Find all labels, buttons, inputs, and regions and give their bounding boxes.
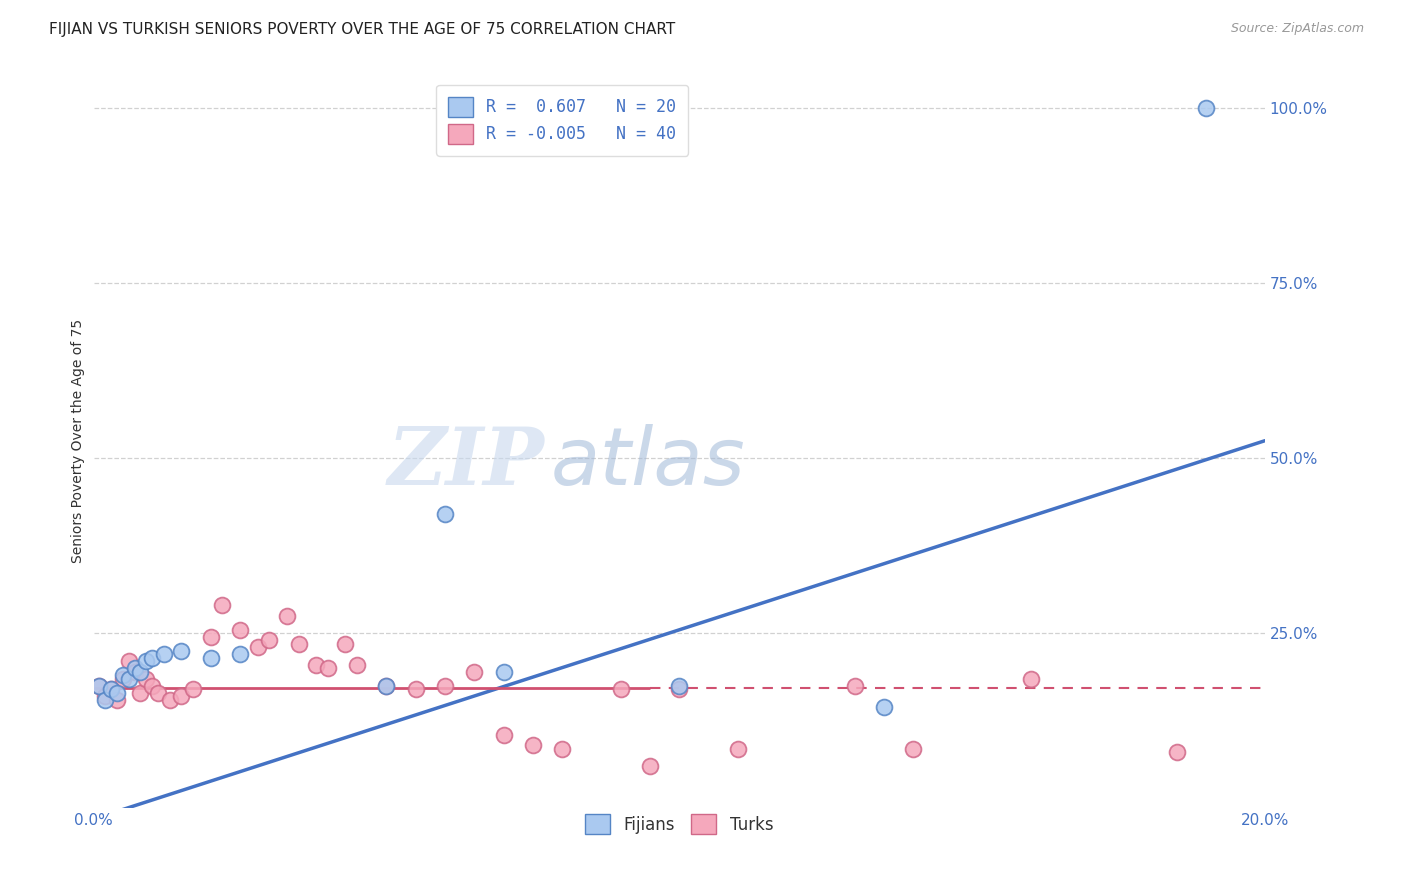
Point	[94, 693, 117, 707]
Point	[105, 693, 128, 707]
Point	[200, 630, 222, 644]
Point	[609, 682, 631, 697]
Text: Source: ZipAtlas.com: Source: ZipAtlas.com	[1230, 22, 1364, 36]
Point	[153, 648, 176, 662]
Point	[287, 637, 309, 651]
Point	[668, 682, 690, 697]
Point	[335, 637, 357, 651]
Point	[229, 648, 252, 662]
Point	[873, 699, 896, 714]
Point	[346, 657, 368, 672]
Point	[135, 672, 157, 686]
Point	[246, 640, 269, 655]
Point	[170, 644, 193, 658]
Point	[94, 690, 117, 704]
Text: atlas: atlas	[550, 424, 745, 502]
Text: FIJIAN VS TURKISH SENIORS POVERTY OVER THE AGE OF 75 CORRELATION CHART: FIJIAN VS TURKISH SENIORS POVERTY OVER T…	[49, 22, 675, 37]
Point	[118, 672, 141, 686]
Point	[1195, 101, 1218, 115]
Point	[305, 657, 328, 672]
Point	[375, 679, 398, 693]
Point	[903, 742, 925, 756]
Point	[105, 686, 128, 700]
Point	[200, 650, 222, 665]
Point	[129, 665, 152, 679]
Point	[146, 686, 169, 700]
Point	[141, 679, 163, 693]
Point	[1166, 746, 1188, 760]
Point	[727, 742, 749, 756]
Point	[1019, 672, 1042, 686]
Point	[100, 682, 122, 697]
Point	[89, 679, 111, 693]
Point	[111, 672, 134, 686]
Point	[229, 623, 252, 637]
Point	[433, 508, 456, 522]
Point	[111, 668, 134, 682]
Point	[463, 665, 485, 679]
Point	[124, 661, 146, 675]
Point	[844, 679, 866, 693]
Point	[124, 665, 146, 679]
Point	[118, 654, 141, 668]
Point	[433, 679, 456, 693]
Point	[375, 679, 398, 693]
Point	[638, 759, 661, 773]
Point	[259, 633, 281, 648]
Point	[89, 679, 111, 693]
Point	[522, 739, 544, 753]
Point	[492, 665, 515, 679]
Point	[135, 654, 157, 668]
Point	[211, 599, 233, 613]
Legend: Fijians, Turks: Fijians, Turks	[575, 804, 783, 844]
Text: ZIP: ZIP	[388, 424, 544, 501]
Point	[405, 682, 427, 697]
Point	[492, 728, 515, 742]
Point	[170, 690, 193, 704]
Point	[276, 608, 298, 623]
Y-axis label: Seniors Poverty Over the Age of 75: Seniors Poverty Over the Age of 75	[72, 318, 86, 563]
Point	[551, 742, 574, 756]
Point	[100, 682, 122, 697]
Point	[316, 661, 339, 675]
Point	[159, 693, 181, 707]
Point	[129, 686, 152, 700]
Point	[668, 679, 690, 693]
Point	[141, 650, 163, 665]
Point	[181, 682, 204, 697]
